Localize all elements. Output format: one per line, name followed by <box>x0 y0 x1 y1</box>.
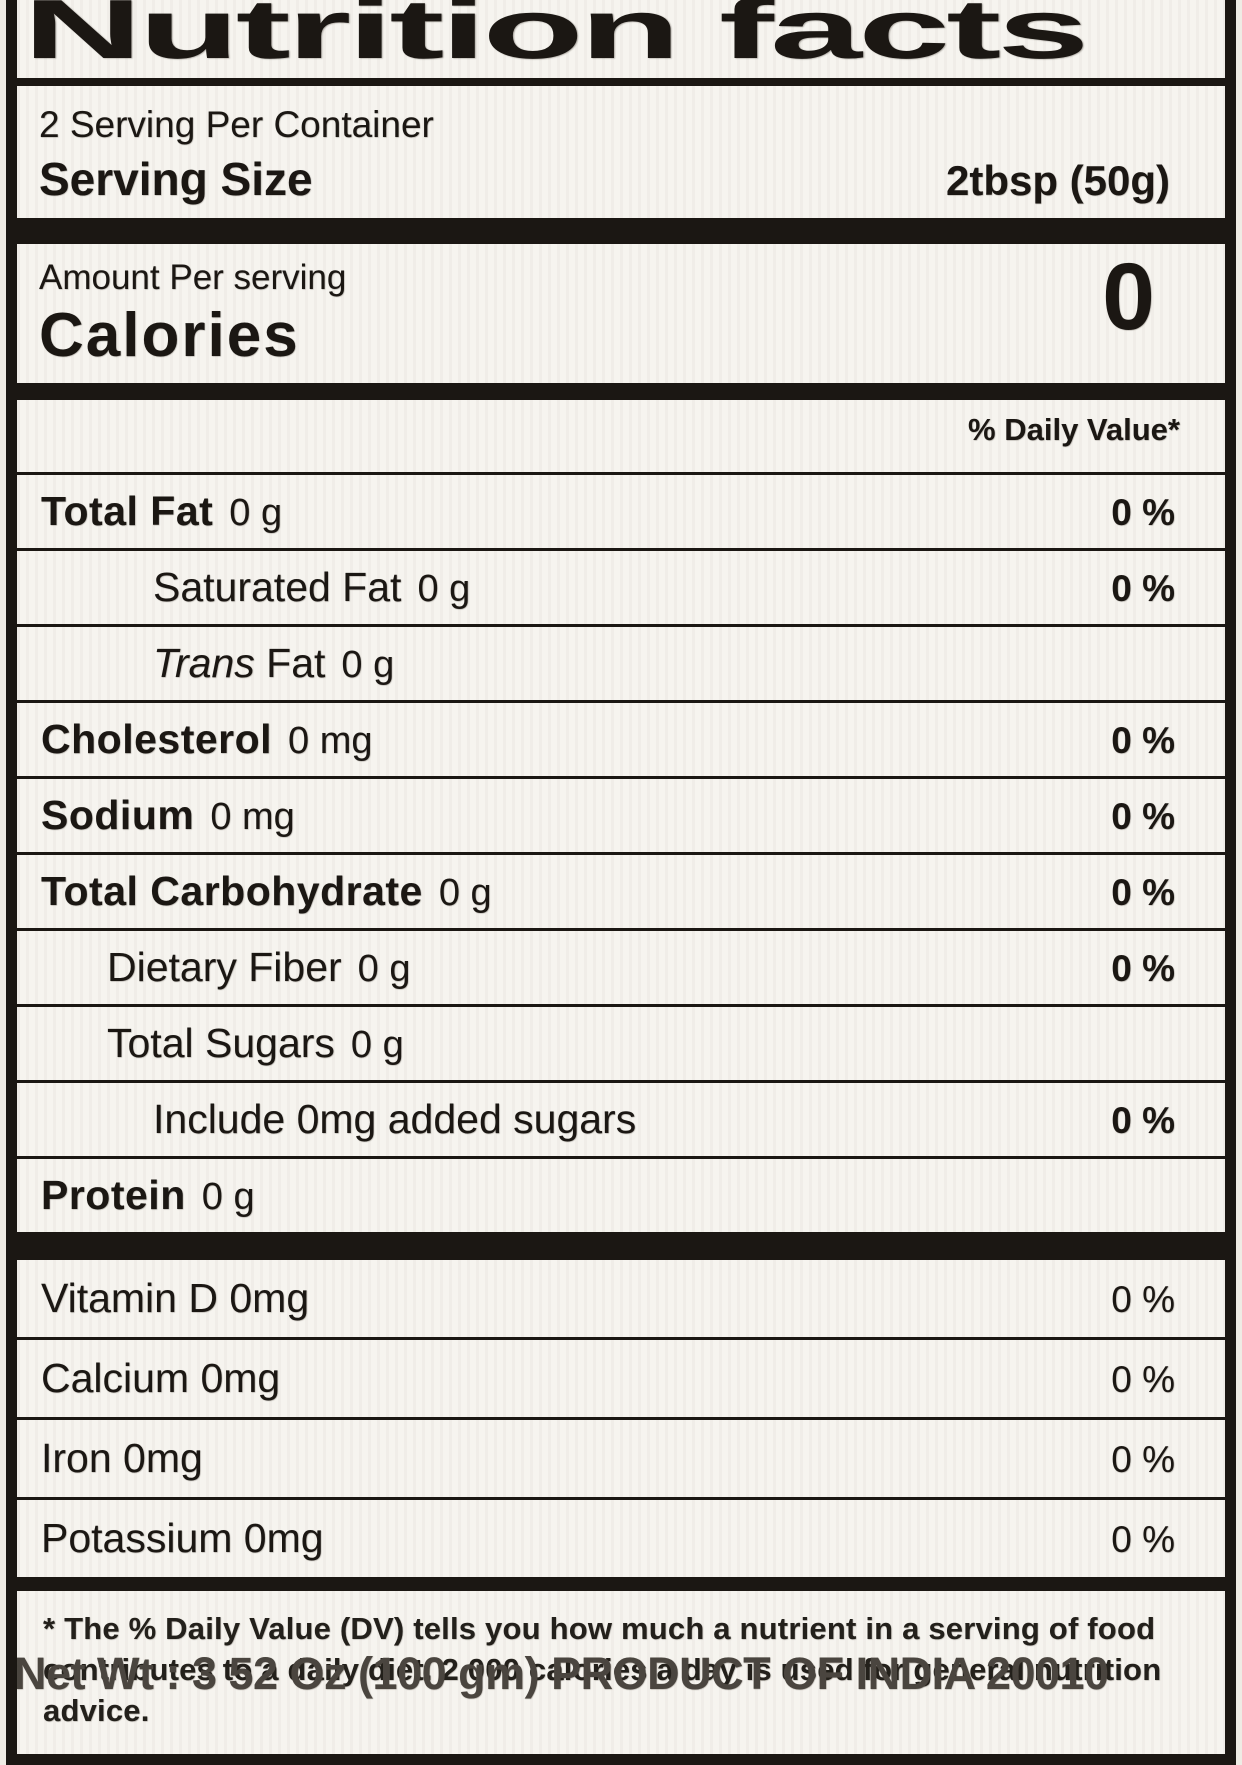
nutrient-name: Vitamin D 0mg <box>41 1275 310 1321</box>
daily-value-percent: 0 % <box>1111 1439 1175 1480</box>
nutrient-row: Total Carbohydrate 0 g 0 % <box>17 852 1225 928</box>
daily-value-percent: 0 % <box>1111 720 1175 761</box>
nutrient-row: Saturated Fat 0 g 0 % <box>17 548 1225 624</box>
daily-value-header: % Daily Value* <box>17 400 1225 475</box>
nutrient-amount: 0 mg <box>210 796 295 838</box>
thick-divider <box>17 218 1225 244</box>
serving-section: 2 Serving Per Container Serving Size 2tb… <box>17 86 1225 218</box>
serving-size-row: Serving Size 2tbsp (50g) <box>39 152 1203 206</box>
nutrient-amount: 0 g <box>357 948 411 990</box>
micronutrient-row: Iron 0mg 0 % <box>17 1417 1225 1497</box>
nutrient-name: Protein <box>41 1172 186 1218</box>
nutrient-name: Calcium 0mg <box>41 1355 281 1401</box>
nutrient-row: Total Fat 0 g 0 % <box>17 475 1225 548</box>
daily-value-percent: 0 % <box>1111 1359 1175 1400</box>
nutrient-row: Total Sugars 0 g <box>17 1004 1225 1080</box>
daily-value-percent: 0 % <box>1111 872 1175 913</box>
micronutrient-row: Calcium 0mg 0 % <box>17 1337 1225 1417</box>
nutrient-name: Total Fat <box>41 488 214 534</box>
micronutrient-rows: Vitamin D 0mg 0 % Calcium 0mg 0 % Iron 0mg 0 … <box>17 1260 1225 1577</box>
servings-per-container: 2 Serving Per Container <box>39 104 434 145</box>
nutrient-amount: 0 g <box>438 872 492 914</box>
nutrient-name: Dietary Fiber <box>107 944 342 990</box>
nutrient-amount: 0 mg <box>288 720 373 762</box>
calories-left: Amount Per serving Calories <box>39 254 346 371</box>
nutrient-amount: 0 g <box>341 644 395 686</box>
daily-value-percent: 0 % <box>1111 492 1175 533</box>
micronutrient-row: Vitamin D 0mg 0 % <box>17 1260 1225 1337</box>
nutrient-name: Cholesterol <box>41 716 273 762</box>
nutrition-facts-label: Nutrition facts 2 Serving Per Container … <box>6 0 1236 1765</box>
nutrient-row: Cholesterol 0 mg 0 % <box>17 700 1225 776</box>
label-title-wrap: Nutrition facts <box>17 0 1225 76</box>
label-title: Nutrition facts <box>23 0 1089 76</box>
daily-value-percent: 0 % <box>1111 1100 1175 1141</box>
daily-value-percent: 0 % <box>1111 1279 1175 1320</box>
thick-divider <box>17 1232 1225 1260</box>
nutrient-name: Iron 0mg <box>41 1435 203 1481</box>
nutrient-row: Include 0mg added sugars 0 % <box>17 1080 1225 1156</box>
daily-value-percent: 0 % <box>1111 796 1175 837</box>
nutrient-name: Trans Fat <box>153 640 326 686</box>
nutrient-amount: 0 g <box>201 1176 255 1218</box>
serving-size-label: Serving Size <box>39 153 313 205</box>
nutrient-name: Potassium 0mg <box>41 1515 324 1561</box>
nutrient-name: Total Sugars <box>107 1020 335 1066</box>
nutrient-amount: 0 g <box>229 492 283 534</box>
thick-divider <box>17 383 1225 400</box>
daily-value-percent: 0 % <box>1111 568 1175 609</box>
daily-value-percent: 0 % <box>1111 1519 1175 1560</box>
nutrient-row: Trans Fat 0 g <box>17 624 1225 700</box>
nutrient-row: Protein 0 g <box>17 1156 1225 1232</box>
nutrient-row: Sodium 0 mg 0 % <box>17 776 1225 852</box>
nutrient-name: Include 0mg added sugars <box>153 1096 637 1142</box>
daily-value-percent: 0 % <box>1111 948 1175 989</box>
calories-section: Amount Per serving Calories 0 <box>17 244 1225 383</box>
nutrient-name: Saturated Fat <box>153 564 402 610</box>
calories-label: Calories <box>39 301 300 370</box>
nutrient-rows: Total Fat 0 g 0 % Saturated Fat 0 g 0 % Trans … <box>17 475 1225 1232</box>
nutrient-amount: 0 g <box>350 1024 404 1066</box>
title-divider <box>17 78 1225 86</box>
nutrient-amount: 0 g <box>417 568 471 610</box>
amount-per-serving-label: Amount Per serving <box>39 258 347 297</box>
net-weight-line: Net Wt : 3 52 Oz (100 gm) PRODUCT OF IND… <box>14 1648 1109 1699</box>
calories-value: 0 <box>1102 244 1155 350</box>
serving-size-value: 2tbsp (50g) <box>945 157 1170 204</box>
daily-value-footnote: * The % Daily Value (DV) tells you how m… <box>43 1611 1162 1728</box>
thick-divider <box>17 1577 1225 1591</box>
nutrient-name: Total Carbohydrate <box>41 868 423 914</box>
nutrient-name: Sodium <box>41 792 195 838</box>
micronutrient-row: Potassium 0mg 0 % <box>17 1497 1225 1577</box>
nutrient-row: Dietary Fiber 0 g 0 % <box>17 928 1225 1004</box>
